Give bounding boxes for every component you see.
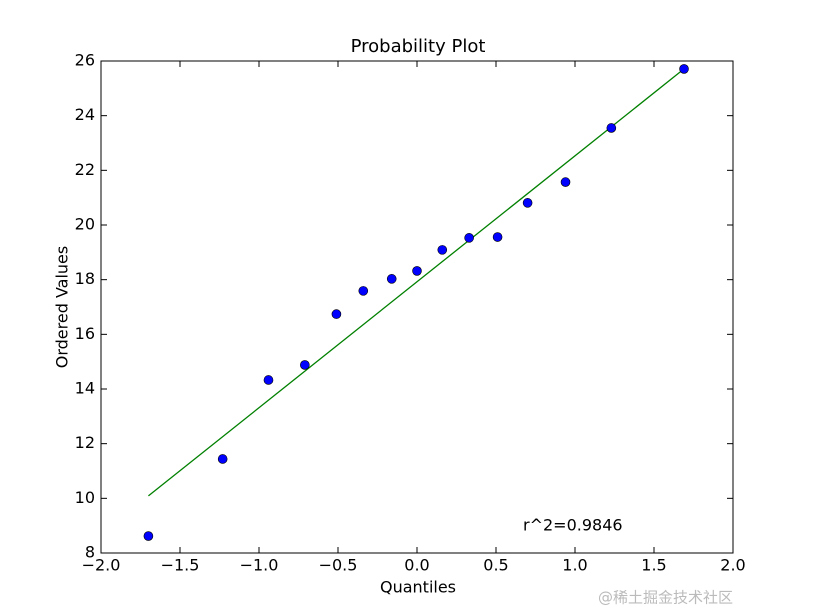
fit-line [147,68,685,497]
x-tick-label: 0.5 [483,556,508,575]
data-point [331,309,342,319]
x-tick-label: 0.0 [404,556,429,575]
data-point [492,232,503,242]
y-tick-label: 16 [75,324,95,343]
data-point [679,64,689,74]
data-point [464,233,474,243]
x-tick-label: −2.0 [82,556,121,575]
y-tick-label: 18 [75,269,95,288]
y-tick-label: 10 [75,488,95,507]
watermark: @稀土掘金技术社区 [598,589,733,607]
data-point [606,123,617,133]
data-point [217,454,228,464]
x-tick-label: 1.5 [641,556,666,575]
chart-title: Probability Plot [351,36,486,57]
annotation: r^2=0.9846 [523,516,623,535]
x-tick-label: −0.5 [319,556,358,575]
x-tick-label: −1.0 [240,556,279,575]
data-point [560,177,571,187]
data-point [263,375,274,385]
data-point [437,245,448,255]
data-point [412,266,422,276]
y-tick-label: 26 [75,51,95,70]
y-axis-label: Ordered Values [53,246,72,368]
data-point [358,286,369,296]
y-tick-label: 14 [75,379,95,398]
y-tick-label: 24 [75,105,95,124]
x-tick-label: −1.5 [161,556,200,575]
data-point [522,198,533,208]
y-tick-label: 22 [75,160,95,179]
x-axis-label: Quantiles [380,578,456,597]
y-tick-label: 8 [85,543,95,562]
data-point [386,274,397,284]
y-tick-label: 20 [75,215,95,234]
plot-frame [100,60,734,554]
y-tick-label: 12 [75,433,95,452]
data-point [143,531,154,541]
x-tick-label: 2.0 [720,556,745,575]
data-point [300,360,310,370]
x-tick-label: 1.0 [562,556,587,575]
